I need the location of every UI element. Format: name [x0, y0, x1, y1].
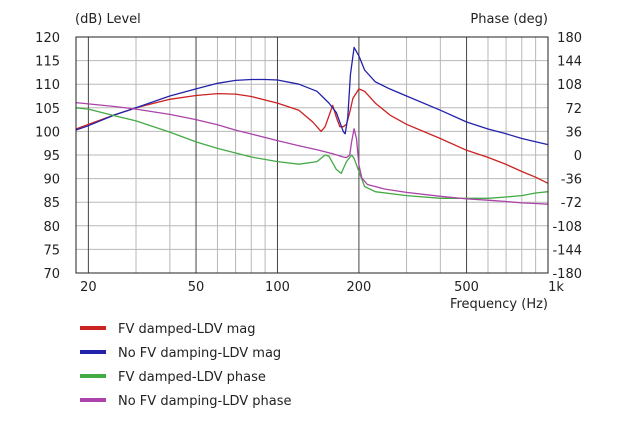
legend: FV damped-LDV mag No FV damping-LDV mag FV…	[80, 322, 292, 409]
y-right-tick-label: 0	[574, 149, 582, 164]
y-axis-left-label: (dB) Level	[75, 12, 141, 27]
legend-label-2: No FV damping-LDV mag	[118, 346, 281, 361]
y-right-tick-label: -180	[552, 267, 582, 282]
legend-swatch-3	[80, 374, 106, 378]
y-left-tick-label: 80	[43, 220, 60, 235]
y-left-tick-label: 90	[43, 173, 60, 188]
y-right-tick-label: -144	[552, 243, 582, 258]
grid	[76, 37, 548, 273]
y-right-tick-label: -72	[561, 196, 582, 211]
legend-swatch-4	[80, 398, 106, 402]
legend-swatch-1	[80, 326, 106, 330]
x-tick-label: 500	[454, 280, 479, 295]
y-right-tick-label: 108	[557, 78, 582, 93]
legend-label-1: FV damped-LDV mag	[118, 322, 256, 337]
y-right-tick-label: 72	[565, 102, 582, 117]
y-right-tick-label: -108	[552, 220, 582, 235]
y-left-tick-label: 95	[43, 149, 60, 164]
y-right-tick-label: 144	[557, 55, 582, 70]
y-left-tick-label: 70	[43, 267, 60, 282]
y-left-tick-label: 105	[35, 102, 60, 117]
legend-label-4: No FV damping-LDV phase	[118, 394, 292, 409]
x-tick-label: 50	[188, 280, 205, 295]
series-group	[75, 46, 549, 205]
series-line-1	[75, 88, 549, 184]
y-left-tick-label: 115	[35, 55, 60, 70]
y-left-tick-label: 85	[43, 196, 60, 211]
y-right-tick-label: -36	[561, 173, 582, 188]
legend-label-3: FV damped-LDV phase	[118, 370, 266, 385]
legend-swatch-2	[80, 350, 106, 354]
y-axis-right-label: Phase (deg)	[470, 12, 548, 27]
series-line-2	[75, 46, 549, 146]
x-tick-label: 20	[80, 280, 97, 295]
y-left-tick-label: 75	[43, 243, 60, 258]
x-tick-label: 200	[346, 280, 371, 295]
x-tick-label: 100	[265, 280, 290, 295]
y-right-tick-label: 180	[557, 31, 582, 46]
plot-frame	[75, 36, 549, 274]
y-left-tick-label: 100	[35, 125, 60, 140]
series-line-3	[75, 107, 549, 199]
y-right-tick-label: 36	[565, 125, 582, 140]
series-line-4	[75, 101, 549, 205]
tick-labels: 70 75 80 85 90 95 100 105 110 115 120 -180 -144 -108 -…	[35, 31, 582, 295]
y-left-tick-label: 110	[35, 78, 60, 93]
x-axis-label: Frequency (Hz)	[450, 297, 548, 312]
x-tick-label: 1k	[548, 280, 564, 295]
y-left-tick-label: 120	[35, 31, 60, 46]
